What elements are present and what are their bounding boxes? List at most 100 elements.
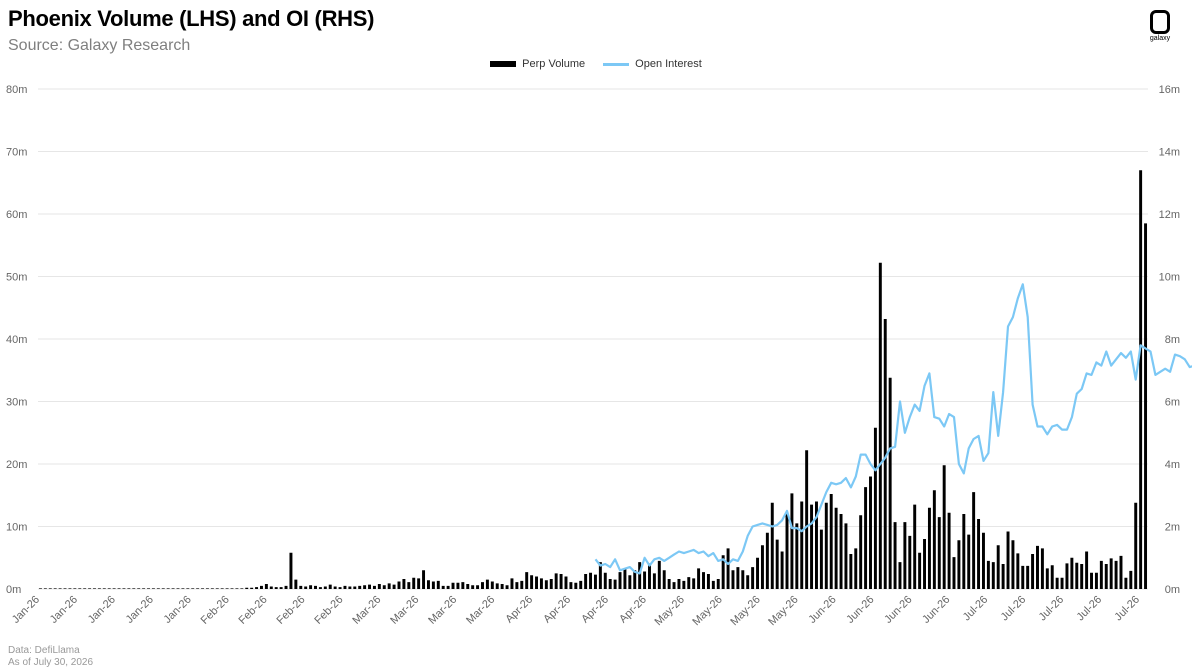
volume-bar [353, 586, 357, 589]
volume-bar [765, 532, 769, 589]
volume-bar [854, 548, 858, 589]
volume-bar [318, 587, 322, 589]
volume-bar [387, 583, 391, 589]
y-right-tick-label: 2m [1165, 522, 1180, 534]
volume-bar [648, 563, 651, 589]
volume-bar [181, 588, 185, 589]
volume-bar [446, 585, 450, 589]
volume-bar [1144, 223, 1148, 589]
volume-bar [1040, 548, 1044, 589]
volume-bar [785, 514, 789, 589]
volume-bar [667, 579, 671, 589]
volume-bar [775, 539, 779, 589]
volume-bar [844, 523, 848, 589]
volume-bar [151, 588, 155, 589]
volume-bar [38, 588, 42, 589]
galaxy-logo-icon [1150, 10, 1170, 34]
volume-bar [245, 587, 249, 589]
volume-bar [579, 580, 583, 589]
volume-bar [1026, 565, 1030, 589]
volume-bar [628, 575, 632, 589]
volume-bar [382, 585, 386, 589]
x-tick-label: Jan-26 [10, 594, 42, 626]
volume-bar [58, 588, 62, 589]
volume-bar [431, 581, 435, 589]
volume-bar [78, 588, 82, 589]
volume-bar [1011, 540, 1015, 589]
volume-bar [1099, 560, 1103, 589]
volume-bar [977, 519, 981, 589]
volume-bar [1065, 563, 1069, 589]
volume-bar [304, 586, 308, 589]
volume-bar [751, 567, 755, 589]
volume-bar [186, 588, 190, 589]
volume-bar [623, 568, 627, 589]
volume-bar [1050, 565, 1054, 589]
y-left-tick-label: 0m [6, 584, 21, 596]
volume-bar [1114, 560, 1118, 589]
volume-bar [397, 581, 401, 589]
volume-bar [171, 588, 175, 589]
volume-bar [918, 552, 922, 589]
volume-bar [215, 588, 219, 589]
volume-bar [883, 319, 887, 589]
volume-bar [161, 588, 165, 589]
volume-bar [220, 588, 224, 589]
volume-bar [260, 585, 263, 589]
x-tick-label: Feb-26 [199, 594, 232, 627]
volume-bar [176, 588, 180, 589]
volume-bar [142, 588, 146, 589]
galaxy-logo: galaxy [1143, 10, 1177, 42]
volume-bar [927, 507, 931, 589]
volume-bar [368, 584, 371, 589]
legend-swatch-open-interest [603, 62, 630, 66]
volume-bar [815, 501, 818, 589]
y-left-tick-label: 60m [6, 209, 27, 221]
footer-data-source: Data: DefiLlama [8, 645, 80, 656]
volume-bar [864, 487, 868, 589]
volume-bar [589, 572, 593, 589]
volume-bar [932, 490, 936, 589]
volume-bar [569, 582, 573, 589]
volume-bar [657, 560, 661, 589]
volume-bar [225, 588, 229, 589]
volume-bar [662, 570, 666, 589]
volume-bar [731, 570, 735, 589]
volume-bar [603, 572, 607, 589]
volume-bar [986, 560, 990, 589]
volume-bar [1119, 555, 1123, 589]
volume-bar [1104, 564, 1108, 589]
y-right-tick-label: 14m [1159, 147, 1180, 159]
volume-bar [201, 588, 205, 589]
volume-bar [746, 575, 750, 589]
open-interest-line [594, 283, 1192, 575]
volume-bar [117, 588, 121, 589]
volume-bar [697, 568, 701, 589]
volume-bar [520, 580, 524, 589]
x-tick-label: Jun-26 [882, 594, 914, 626]
volume-bar [790, 493, 794, 589]
volume-bar [549, 579, 553, 589]
volume-bar [539, 578, 543, 589]
legend-label-open-interest: Open Interest [635, 58, 702, 70]
volume-bar [869, 476, 872, 589]
volume-bar [873, 427, 877, 589]
volume-bar [692, 578, 696, 589]
volume-bar [1021, 565, 1025, 589]
volume-bar [490, 581, 494, 589]
volume-bar [343, 585, 347, 589]
volume-bar [1001, 564, 1005, 589]
volume-bar [908, 535, 912, 589]
x-tick-label: Mar-26 [426, 594, 459, 627]
volume-bar [1060, 577, 1064, 589]
y-left-tick-label: 40m [6, 334, 27, 346]
chart-title: Phoenix Volume (LHS) and OI (RHS) [8, 6, 375, 31]
volume-bar [269, 586, 273, 589]
y-left-tick-label: 50m [6, 272, 27, 284]
galaxy-logo-text: galaxy [1149, 35, 1171, 42]
volume-bar [166, 588, 170, 589]
volume-bar [441, 585, 445, 589]
volume-bar [1055, 577, 1059, 589]
volume-bar [338, 587, 342, 589]
